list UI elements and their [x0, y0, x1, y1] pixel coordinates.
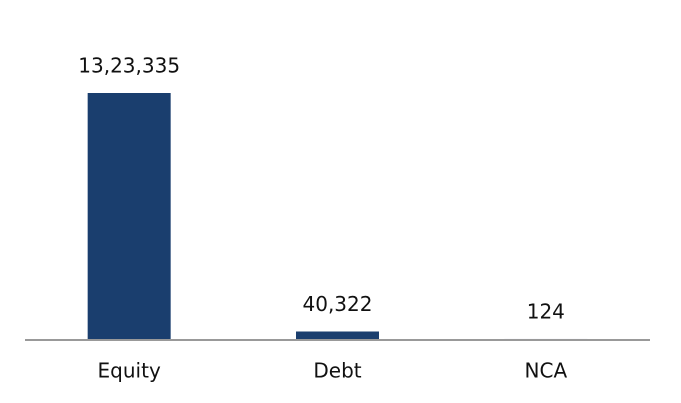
x-tick-label: Debt [313, 359, 361, 383]
value-label: 124 [527, 299, 565, 323]
x-tick-label: Equity [98, 359, 161, 383]
x-tick-label: NCA [525, 359, 568, 383]
value-label: 40,322 [303, 292, 373, 316]
bar [296, 331, 379, 339]
value-label: 13,23,335 [78, 54, 180, 78]
bar [87, 93, 171, 339]
